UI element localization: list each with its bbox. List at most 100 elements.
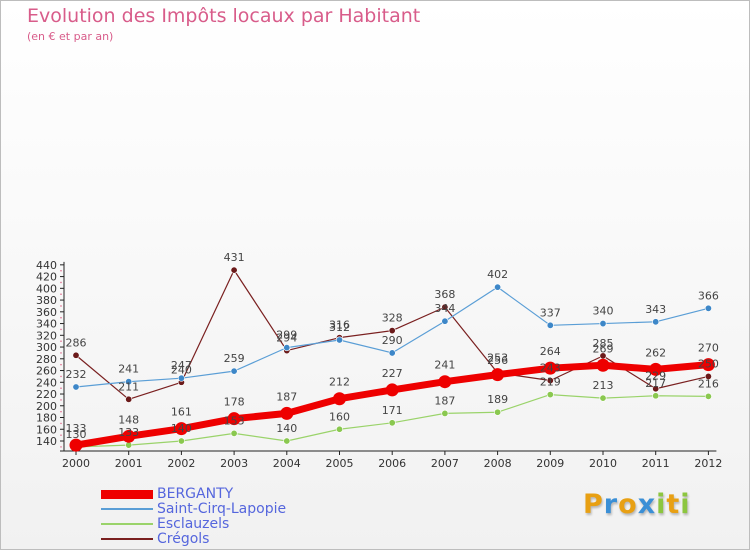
data-point-saint-cirq-lapopie xyxy=(283,344,291,352)
data-point-esclauzels xyxy=(599,394,607,402)
y-minor-tick xyxy=(60,328,62,331)
data-point-berganty xyxy=(122,429,136,443)
data-label-cregols: 431 xyxy=(224,251,245,264)
data-label-esclauzels: 140 xyxy=(171,422,192,435)
data-label-cregols: 286 xyxy=(66,336,87,349)
y-minor-tick xyxy=(60,340,62,342)
legend-label-cregols: Crégols xyxy=(157,531,210,547)
data-label-cregols: 240 xyxy=(171,363,192,376)
data-label-saint-cirq-lapopie: 343 xyxy=(645,303,666,316)
chart-title: Evolution des Impôts locaux par Habitant xyxy=(27,5,421,27)
data-point-saint-cirq-lapopie xyxy=(546,321,554,329)
data-label-cregols: 256 xyxy=(487,354,508,367)
data-point-cregols xyxy=(441,303,449,311)
y-tick-label: 380 xyxy=(36,294,57,307)
y-minor-tick xyxy=(60,269,62,272)
data-label-saint-cirq-lapopie: 366 xyxy=(698,289,719,302)
legend-swatch-saint-cirq-lapopie xyxy=(101,508,153,510)
data-label-saint-cirq-lapopie: 299 xyxy=(276,329,297,342)
data-label-berganty: 187 xyxy=(276,390,297,403)
data-point-berganty xyxy=(491,368,505,382)
legend-swatch-cregols xyxy=(101,538,153,540)
chart-subtitle: (en € et par an) xyxy=(27,30,114,43)
data-label-saint-cirq-lapopie: 259 xyxy=(224,352,245,365)
data-point-berganty xyxy=(701,358,715,372)
y-minor-tick xyxy=(60,352,62,354)
data-point-berganty xyxy=(333,392,346,406)
x-tick-label: 2012 xyxy=(694,457,722,470)
data-label-saint-cirq-lapopie: 241 xyxy=(118,363,139,376)
y-minor-tick xyxy=(60,363,62,366)
data-label-esclauzels: 189 xyxy=(487,393,508,406)
data-label-berganty: 270 xyxy=(698,342,719,355)
data-point-berganty xyxy=(280,406,294,420)
data-label-berganty: 253 xyxy=(487,352,508,365)
data-label-cregols: 294 xyxy=(276,332,297,345)
x-tick-label: 2008 xyxy=(484,457,512,470)
y-tick-label: 240 xyxy=(36,376,57,389)
y-tick-label: 440 xyxy=(36,259,57,272)
y-minor-tick xyxy=(60,422,62,425)
data-point-berganty xyxy=(543,361,557,375)
data-label-esclauzels: 217 xyxy=(645,377,666,390)
data-label-saint-cirq-lapopie: 232 xyxy=(66,368,87,381)
y-minor-tick xyxy=(60,305,62,307)
x-tick-label: 2004 xyxy=(273,457,301,470)
y-tick-label: 400 xyxy=(36,282,57,295)
legend-label-esclauzels: Esclauzels xyxy=(157,516,230,532)
y-tick-label: 160 xyxy=(36,423,57,436)
data-point-berganty xyxy=(596,358,610,372)
data-label-saint-cirq-lapopie: 312 xyxy=(329,321,350,334)
data-label-saint-cirq-lapopie: 402 xyxy=(487,268,508,281)
series-layer xyxy=(69,266,715,452)
data-point-saint-cirq-lapopie xyxy=(125,378,133,386)
y-minor-tick xyxy=(60,446,62,448)
data-point-saint-cirq-lapopie xyxy=(72,383,80,391)
data-label-berganty: 133 xyxy=(66,422,87,435)
data-label-esclauzels: 216 xyxy=(698,377,719,390)
y-tick-label: 420 xyxy=(36,271,57,284)
y-minor-tick xyxy=(60,434,62,436)
x-tick-label: 2006 xyxy=(378,457,406,470)
data-label-esclauzels: 133 xyxy=(118,426,139,439)
logo-letter: P xyxy=(583,489,604,520)
data-label-berganty: 161 xyxy=(171,406,192,419)
y-tick-label: 320 xyxy=(36,329,57,342)
data-label-saint-cirq-lapopie: 337 xyxy=(540,306,561,319)
y-tick-label: 360 xyxy=(36,306,57,319)
data-label-esclauzels: 187 xyxy=(434,394,455,407)
data-label-cregols: 250 xyxy=(698,357,719,370)
data-point-saint-cirq-lapopie xyxy=(388,349,396,357)
logo-letter: r xyxy=(603,489,619,520)
data-point-berganty xyxy=(385,383,399,397)
data-label-esclauzels: 219 xyxy=(540,376,561,389)
logo-letter: o xyxy=(618,489,638,520)
legend-label-saint-cirq-lapopie: Saint-Cirq-Lapopie xyxy=(157,501,287,517)
y-tick-label: 340 xyxy=(36,318,57,331)
data-label-cregols: 316 xyxy=(329,319,350,332)
data-label-saint-cirq-lapopie: 290 xyxy=(382,334,403,347)
y-minor-tick xyxy=(60,399,62,401)
data-label-cregols: 328 xyxy=(382,312,403,325)
data-point-esclauzels xyxy=(494,408,502,416)
y-minor-tick xyxy=(60,293,62,296)
data-label-cregols: 243 xyxy=(540,362,561,375)
y-minor-tick xyxy=(60,410,62,413)
x-tick-label: 2007 xyxy=(431,457,459,470)
data-point-esclauzels xyxy=(388,419,396,427)
x-tick-label: 2005 xyxy=(326,457,354,470)
x-tick-label: 2003 xyxy=(220,457,248,470)
data-point-saint-cirq-lapopie xyxy=(441,317,449,325)
data-point-esclauzels xyxy=(441,409,449,417)
logo-letter: t xyxy=(666,489,681,520)
data-label-berganty: 269 xyxy=(593,342,614,355)
x-tick-label: 2011 xyxy=(642,457,670,470)
data-point-esclauzels xyxy=(177,437,185,445)
data-label-berganty: 212 xyxy=(329,376,350,389)
x-tick-label: 2001 xyxy=(115,457,143,470)
data-label-cregols: 229 xyxy=(645,370,666,383)
y-minor-tick xyxy=(60,375,62,378)
logo-letter: i xyxy=(680,489,691,520)
data-point-cregols xyxy=(125,395,133,403)
